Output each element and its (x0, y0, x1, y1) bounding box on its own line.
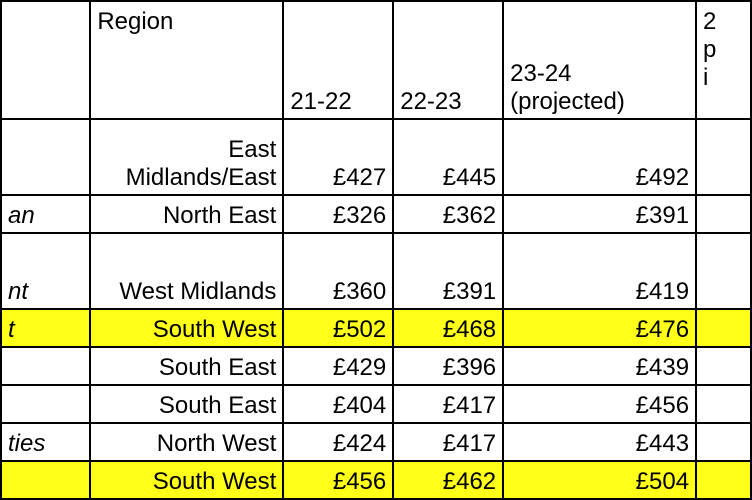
header-row: Region 21-22 22-23 23-24 (projected) 2 p… (0, 0, 752, 120)
cell-name[interactable]: an (0, 194, 92, 234)
header-region[interactable]: Region (89, 0, 285, 120)
cell-partial[interactable] (695, 194, 752, 234)
cell-region[interactable]: South West (89, 308, 285, 348)
cell-partial[interactable] (695, 232, 752, 310)
header-partial[interactable]: 2 p i (695, 0, 752, 120)
cell-region[interactable]: South East (89, 384, 285, 424)
cell-22-23[interactable]: £396 (392, 346, 505, 386)
cell-region[interactable]: North West (89, 422, 285, 462)
cell-partial[interactable] (695, 460, 752, 500)
cell-region[interactable]: South East (89, 346, 285, 386)
cell-partial[interactable] (695, 346, 752, 386)
table-row: t South West £502 £468 £476 (0, 308, 752, 348)
cell-21-22[interactable]: £326 (282, 194, 395, 234)
cell-partial[interactable] (695, 422, 752, 462)
cell-name[interactable] (0, 346, 92, 386)
cell-name[interactable]: nt (0, 232, 92, 310)
cell-name[interactable] (0, 384, 92, 424)
cell-23-24[interactable]: £391 (502, 194, 698, 234)
cell-name[interactable]: t (0, 308, 92, 348)
cell-partial[interactable] (695, 384, 752, 424)
cell-23-24[interactable]: £456 (502, 384, 698, 424)
cell-21-22[interactable]: £360 (282, 232, 395, 310)
cell-region[interactable]: East Midlands/East (89, 118, 285, 196)
cell-name[interactable]: ties (0, 422, 92, 462)
cell-22-23[interactable]: £362 (392, 194, 505, 234)
header-partial-label: 2 p i (703, 8, 717, 91)
table-row: ties North West £424 £417 £443 (0, 422, 752, 462)
cell-23-24[interactable]: £504 (502, 460, 698, 500)
cell-21-22[interactable]: £427 (282, 118, 395, 196)
header-23-24-projected[interactable]: 23-24 (projected) (502, 0, 698, 120)
cell-region[interactable]: South West (89, 460, 285, 500)
cell-21-22[interactable]: £424 (282, 422, 395, 462)
cell-23-24[interactable]: £439 (502, 346, 698, 386)
cell-21-22[interactable]: £502 (282, 308, 395, 348)
cell-23-24[interactable]: £476 (502, 308, 698, 348)
cell-22-23[interactable]: £417 (392, 384, 505, 424)
cell-21-22[interactable]: £429 (282, 346, 395, 386)
cell-22-23[interactable]: £468 (392, 308, 505, 348)
cell-region[interactable]: West Midlands (89, 232, 285, 310)
table-row: South East £429 £396 £439 (0, 346, 752, 386)
cell-22-23[interactable]: £391 (392, 232, 505, 310)
cell-23-24[interactable]: £492 (502, 118, 698, 196)
cell-region[interactable]: North East (89, 194, 285, 234)
cell-22-23[interactable]: £445 (392, 118, 505, 196)
cell-23-24[interactable]: £443 (502, 422, 698, 462)
table-row: an North East £326 £362 £391 (0, 194, 752, 234)
header-22-23[interactable]: 22-23 (392, 0, 505, 120)
table-body: East Midlands/East £427 £445 £492 an North Ea… (0, 118, 752, 500)
header-23-24-label: 23-24 (projected) (510, 60, 625, 115)
cell-partial[interactable] (695, 308, 752, 348)
header-name[interactable] (0, 0, 92, 120)
header-21-22[interactable]: 21-22 (282, 0, 395, 120)
cell-name[interactable] (0, 118, 92, 196)
table-row: South East £404 £417 £456 (0, 384, 752, 424)
cell-partial[interactable] (695, 118, 752, 196)
table-row: South West £456 £462 £504 (0, 460, 752, 500)
table-row: East Midlands/East £427 £445 £492 (0, 118, 752, 196)
table-row: nt West Midlands £360 £391 £419 (0, 232, 752, 310)
cell-name[interactable] (0, 460, 92, 500)
cell-21-22[interactable]: £404 (282, 384, 395, 424)
cell-21-22[interactable]: £456 (282, 460, 395, 500)
cell-23-24[interactable]: £419 (502, 232, 698, 310)
cell-22-23[interactable]: £462 (392, 460, 505, 500)
cell-22-23[interactable]: £417 (392, 422, 505, 462)
